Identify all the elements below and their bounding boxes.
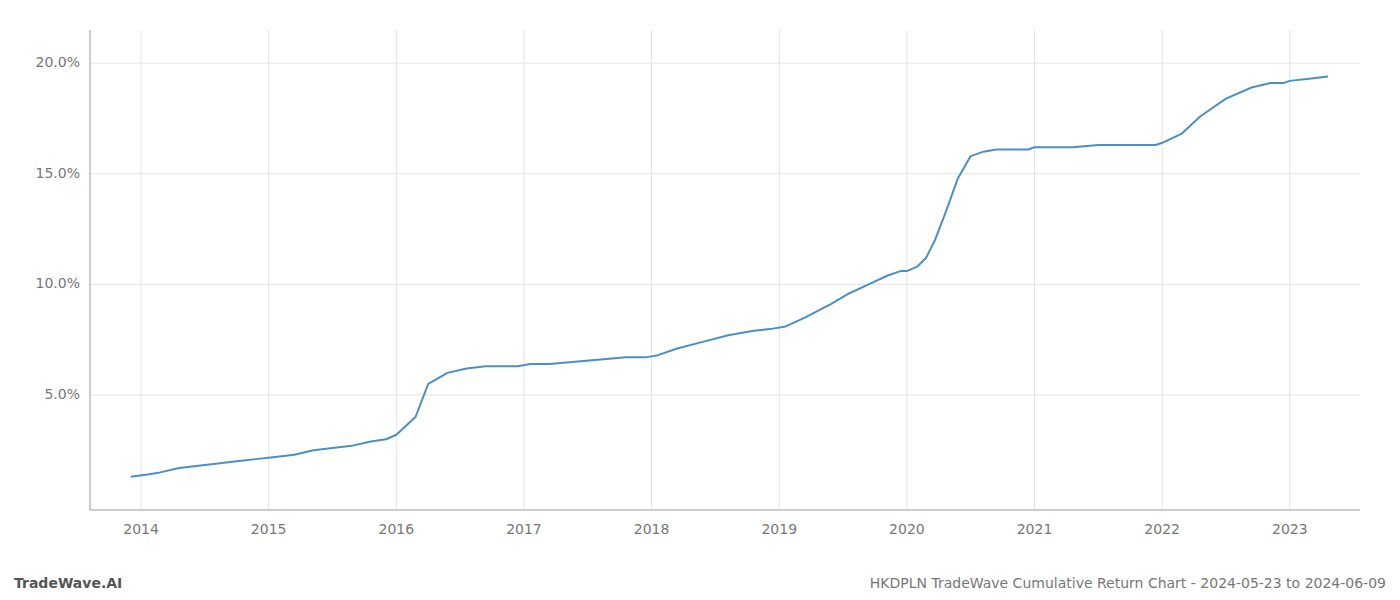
x-tick-label: 2015 — [251, 521, 287, 537]
x-grid-line — [651, 30, 652, 510]
title: HKDPLN TradeWave Cumulative Return Chart… — [870, 575, 1386, 591]
y-axis-line — [90, 30, 91, 510]
y-tick-label: 5.0% — [44, 386, 80, 402]
x-tick-label: 2021 — [1017, 521, 1053, 537]
x-axis-line — [90, 510, 1360, 511]
chart: 2014 2015 2016 2017 2018 2019 2020 2021 2022 2023… — [0, 0, 1400, 600]
x-grid-line — [396, 30, 397, 510]
x-grid-line — [141, 30, 142, 510]
y-grid-line — [90, 173, 1360, 174]
x-tick-label: 2017 — [506, 521, 542, 537]
x-grid-line — [1289, 30, 1290, 510]
y-grid-line — [90, 284, 1360, 285]
background — [0, 0, 1400, 600]
y-tick-label: 10.0% — [36, 275, 80, 291]
x-tick-label: 2020 — [889, 521, 925, 537]
x-tick-label: 2023 — [1272, 521, 1308, 537]
x-tick-label: 2014 — [123, 521, 159, 537]
plot-area — [131, 76, 1328, 476]
axis-labels: 2014 2015 2016 2017 2018 2019 2020 2021 2022 2023… — [36, 54, 1308, 537]
footer-annotation: TradeWave.AI — [14, 575, 122, 591]
x-grid-line — [268, 30, 269, 510]
x-tick-label: 2016 — [379, 521, 415, 537]
y-tick-label: 20.0% — [36, 54, 80, 70]
y-grid-line — [90, 63, 1360, 64]
grid — [90, 30, 1360, 510]
y-grid-line — [90, 394, 1360, 395]
x-tick-label: 2018 — [634, 521, 670, 537]
x-grid-line — [779, 30, 780, 510]
x-grid-line — [523, 30, 524, 510]
y-tick-label: 15.0% — [36, 165, 80, 181]
x-tick-label: 2022 — [1144, 521, 1180, 537]
x-tick-label: 2019 — [761, 521, 797, 537]
line — [131, 76, 1328, 476]
x-grid-line — [1162, 30, 1163, 510]
x-grid-line — [1034, 30, 1035, 510]
